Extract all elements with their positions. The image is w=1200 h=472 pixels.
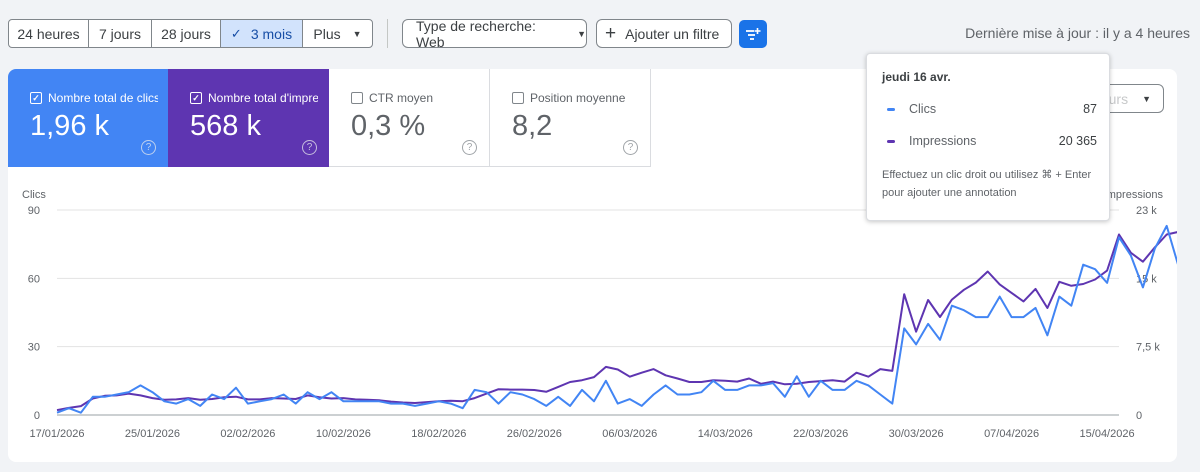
clicks-legend-dash	[887, 107, 895, 111]
caret-down-icon: ▼	[577, 28, 586, 39]
left-tick-label: 0	[34, 410, 40, 422]
x-tick-label: 17/01/2026	[29, 428, 84, 440]
tooltip-value: 20 365	[1058, 134, 1097, 148]
right-tick-label: 23 k	[1136, 205, 1157, 217]
metric-label-row: ✓ Nombre total d'impressions	[190, 91, 318, 105]
x-tick-label: 06/03/2026	[602, 428, 657, 440]
metric-value: 1,96 k	[30, 110, 109, 142]
tooltip-hint: Effectuez un clic droit ou utilisez ⌘ + …	[882, 169, 1092, 199]
series-line-impressions	[56, 231, 1177, 412]
check-icon: ✓	[230, 25, 242, 41]
range-24h-button[interactable]: 24 heures	[9, 20, 89, 47]
checkbox-checked-icon[interactable]: ✓	[190, 92, 202, 104]
right-axis-title: Impressions	[1104, 189, 1164, 201]
search-type-label: Type de recherche: Web	[416, 17, 536, 50]
metric-label: Position moyenne	[530, 91, 626, 105]
tooltip-label: Impressions	[909, 134, 977, 148]
metric-total-clicks[interactable]: ✓ Nombre total de clics 1,96 k ?	[8, 69, 168, 167]
x-tick-label: 07/04/2026	[984, 428, 1039, 440]
metric-average-position[interactable]: Position moyenne 8,2 ?	[490, 69, 651, 167]
add-filter-button[interactable]: + Ajouter un filtre	[596, 19, 732, 48]
date-range-selector: 24 heures 7 jours 28 jours ✓ 3 mois Plus ▼	[8, 19, 373, 48]
metric-label: Nombre total de clics	[48, 91, 158, 105]
metric-average-ctr[interactable]: CTR moyen 0,3 % ?	[329, 69, 490, 167]
range-7d-button[interactable]: 7 jours	[89, 20, 152, 47]
checkbox-unchecked-icon[interactable]	[512, 92, 524, 104]
tooltip-date: jeudi 16 avr.	[882, 70, 951, 84]
add-filter-label: Ajouter un filtre	[625, 25, 720, 42]
metric-label-row: ✓ Nombre total de clics	[30, 91, 158, 105]
x-tick-label: 10/02/2026	[316, 428, 371, 440]
range-label: 24 heures	[17, 25, 80, 42]
plus-icon: +	[605, 23, 617, 44]
x-tick-label: 15/04/2026	[1080, 428, 1135, 440]
metric-value: 8,2	[512, 110, 553, 142]
series-line-clics	[56, 224, 1177, 414]
left-tick-label: 90	[28, 205, 40, 217]
metric-label-row: CTR moyen	[351, 91, 479, 105]
metric-label: CTR moyen	[369, 91, 434, 105]
x-tick-label: 25/01/2026	[125, 428, 180, 440]
metric-value: 0,3 %	[351, 110, 426, 142]
x-tick-label: 22/03/2026	[793, 428, 848, 440]
metric-label: Nombre total d'impressions	[208, 91, 318, 105]
search-type-dropdown[interactable]: Type de recherche: Web ▼	[402, 17, 587, 50]
help-icon[interactable]: ?	[302, 140, 317, 155]
x-tick-label: 26/02/2026	[507, 428, 562, 440]
caret-down-icon: ▼	[352, 28, 362, 39]
tooltip-row-clicks: Clics 87	[887, 102, 1097, 116]
metric-total-impressions[interactable]: ✓ Nombre total d'impressions 568 k ?	[168, 69, 329, 167]
performance-card: ✓ Nombre total de clics 1,96 k ? ✓ Nombre …	[8, 69, 1177, 462]
range-label: Plus	[313, 25, 341, 42]
range-label: 28 jours	[161, 25, 211, 42]
right-tick-label: 7,5 k	[1136, 342, 1160, 354]
last-update-text: Dernière mise à jour : il y a 4 heures	[965, 25, 1190, 41]
left-tick-label: 60	[28, 273, 40, 285]
help-icon[interactable]: ?	[141, 140, 156, 155]
caret-down-icon: ▼	[1142, 93, 1151, 104]
help-icon[interactable]: ?	[462, 140, 477, 155]
help-icon[interactable]: ?	[623, 140, 638, 155]
x-tick-label: 30/03/2026	[889, 428, 944, 440]
x-tick-label: 18/02/2026	[411, 428, 466, 440]
chart-tooltip: jeudi 16 avr. Clics 87 Impressions 20 36…	[866, 53, 1110, 221]
filter-add-icon	[746, 28, 761, 40]
range-3m-button[interactable]: ✓ 3 mois	[221, 20, 303, 47]
checkbox-unchecked-icon[interactable]	[351, 92, 363, 104]
metric-value: 568 k	[190, 110, 261, 142]
toolbar-divider	[387, 19, 388, 48]
toolbar: 24 heures 7 jours 28 jours ✓ 3 mois Plus ▼…	[0, 0, 1200, 62]
left-tick-label: 30	[28, 342, 40, 354]
metric-label-row: Position moyenne	[512, 91, 640, 105]
range-more-button[interactable]: Plus ▼	[303, 20, 372, 47]
filter-settings-button[interactable]	[739, 20, 767, 48]
checkbox-checked-icon[interactable]: ✓	[30, 92, 42, 104]
tooltip-label: Clics	[909, 102, 937, 116]
tooltip-value: 87	[1083, 102, 1097, 116]
right-tick-label: 0	[1136, 410, 1142, 422]
x-tick-label: 14/03/2026	[698, 428, 753, 440]
impressions-legend-dash	[887, 139, 895, 143]
x-tick-label: 02/02/2026	[220, 428, 275, 440]
left-axis-title: Clics	[22, 189, 46, 201]
range-label: 7 jours	[98, 25, 142, 42]
range-28d-button[interactable]: 28 jours	[152, 20, 221, 47]
range-label: 3 mois	[250, 25, 293, 42]
tooltip-row-impressions: Impressions 20 365	[887, 134, 1097, 148]
